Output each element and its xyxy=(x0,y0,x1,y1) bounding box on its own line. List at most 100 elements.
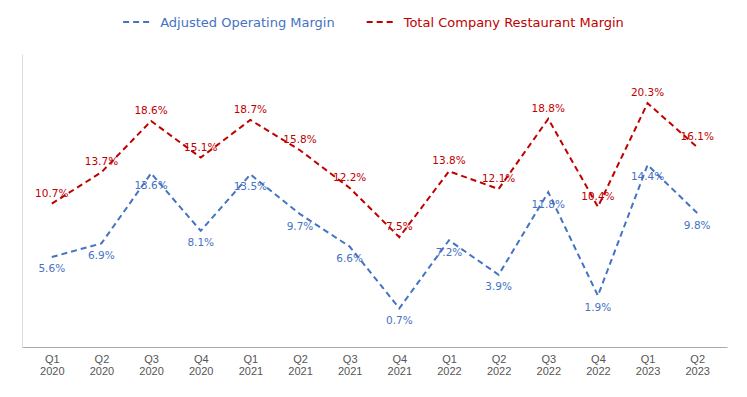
data-label: 11.8% xyxy=(532,198,565,210)
x-tick: Q42022 xyxy=(586,347,610,377)
legend-swatch xyxy=(123,21,153,23)
x-tick: Q12021 xyxy=(239,347,263,377)
x-tick-label-line: Q2 xyxy=(95,353,110,365)
x-tick-label: Q32020 xyxy=(139,353,163,378)
data-label: 5.6% xyxy=(38,262,65,274)
data-labels: 5.6% 6.9% 13.6% 8.1% 13.5% 9.7% 6.6% 0.7% 7.2% 3.… xyxy=(35,86,714,326)
x-tick-label: Q22023 xyxy=(685,353,709,378)
data-label: 18.7% xyxy=(234,103,267,115)
x-tick-label-line: 2022 xyxy=(586,365,610,377)
y-axis xyxy=(22,55,23,348)
x-tick: Q22023 xyxy=(685,347,709,377)
x-tick-label: Q12022 xyxy=(437,353,461,378)
x-tick-label-line: Q3 xyxy=(343,353,358,365)
data-label: 13.5% xyxy=(234,180,267,192)
data-label: 9.7% xyxy=(287,220,314,232)
x-tick-label-line: Q1 xyxy=(641,353,656,365)
legend-label: Adjusted Operating Margin xyxy=(160,15,335,30)
data-label: 18.8% xyxy=(532,102,565,114)
x-tick-label-line: 2021 xyxy=(288,365,312,377)
data-label: 7.2% xyxy=(436,246,463,258)
x-tick-label: Q22021 xyxy=(288,353,312,378)
x-tick-label: Q42021 xyxy=(388,353,412,378)
x-tick-label-line: Q4 xyxy=(591,353,606,365)
x-tick-label-line: 2023 xyxy=(685,365,709,377)
data-label: 6.6% xyxy=(336,252,363,264)
data-label: 1.9% xyxy=(585,301,612,313)
x-tick-label-line: Q4 xyxy=(392,353,407,365)
x-tick-label-line: Q2 xyxy=(690,353,705,365)
x-tick: Q12023 xyxy=(636,347,660,377)
data-label: 18.6% xyxy=(134,104,167,116)
data-label: 13.7% xyxy=(85,155,118,167)
x-tick-label-line: 2022 xyxy=(537,365,561,377)
data-label: 10.7% xyxy=(35,187,68,199)
x-tick-label-line: 2021 xyxy=(338,365,362,377)
x-tick-label: Q22020 xyxy=(90,353,114,378)
legend-label: Total Company Restaurant Margin xyxy=(403,15,624,30)
data-label: 8.1% xyxy=(187,236,214,248)
x-tick-label: Q12020 xyxy=(40,353,64,378)
chart: Q12020Q22020Q32020Q42020Q12021Q22021Q320… xyxy=(0,0,747,397)
x-tick-label: Q12023 xyxy=(636,353,660,378)
data-label: 10.4% xyxy=(581,190,614,202)
data-label: 7.5% xyxy=(386,220,413,232)
x-tick-label: Q42022 xyxy=(586,353,610,378)
x-tick-label-line: Q4 xyxy=(194,353,209,365)
x-tick: Q22021 xyxy=(288,347,312,377)
x-tick-label-line: 2022 xyxy=(487,365,511,377)
data-label: 16.1% xyxy=(681,130,714,142)
data-label: 15.8% xyxy=(283,133,316,145)
x-tick-label-line: 2020 xyxy=(90,365,114,377)
data-label: 0.7% xyxy=(386,314,413,326)
data-label: 12.1% xyxy=(482,172,515,184)
legend: Adjusted Operating Margin Total Company R… xyxy=(123,15,624,30)
x-tick-label: Q42020 xyxy=(189,353,213,378)
x-tick-label-line: Q2 xyxy=(293,353,308,365)
x-tick-label-line: Q1 xyxy=(244,353,259,365)
x-tick-label: Q32022 xyxy=(537,353,561,378)
x-tick: Q42020 xyxy=(189,347,213,377)
x-tick-label: Q12021 xyxy=(239,353,263,378)
x-tick: Q22022 xyxy=(487,347,511,377)
legend-item: Total Company Restaurant Margin xyxy=(367,15,624,30)
x-tick-label-line: 2021 xyxy=(239,365,263,377)
x-tick-label-line: Q1 xyxy=(45,353,60,365)
legend-item: Adjusted Operating Margin xyxy=(123,15,335,30)
data-label: 13.6% xyxy=(134,179,167,191)
data-label: 6.9% xyxy=(88,249,115,261)
x-tick: Q32022 xyxy=(537,347,561,377)
x-tick-label-line: 2020 xyxy=(189,365,213,377)
data-label: 15.1% xyxy=(184,141,217,153)
x-tick-label-line: Q2 xyxy=(492,353,507,365)
x-tick: Q42021 xyxy=(388,347,412,377)
data-label: 13.8% xyxy=(432,154,465,166)
x-tick-label-line: Q3 xyxy=(144,353,159,365)
x-axis: Q12020Q22020Q32020Q42020Q12021Q22021Q320… xyxy=(23,347,728,377)
data-label: 9.8% xyxy=(684,219,711,231)
x-tick-label-line: 2020 xyxy=(139,365,163,377)
data-label: 3.9% xyxy=(485,280,512,292)
x-tick-label-line: 2020 xyxy=(40,365,64,377)
x-tick-label-line: Q1 xyxy=(442,353,457,365)
plot-area xyxy=(52,103,697,308)
x-tick-label: Q22022 xyxy=(487,353,511,378)
legend-swatch xyxy=(367,21,397,23)
series-line xyxy=(52,103,697,237)
series-line xyxy=(52,165,697,308)
x-tick-label-line: 2021 xyxy=(388,365,412,377)
x-tick: Q12020 xyxy=(40,347,64,377)
x-tick-label: Q32021 xyxy=(338,353,362,378)
x-tick: Q32021 xyxy=(338,347,362,377)
x-tick: Q12022 xyxy=(437,347,461,377)
x-tick: Q22020 xyxy=(90,347,114,377)
x-tick-label-line: 2023 xyxy=(636,365,660,377)
y-axis-line xyxy=(22,55,23,348)
x-tick-label-line: 2022 xyxy=(437,365,461,377)
x-tick: Q32020 xyxy=(139,347,163,377)
data-label: 12.2% xyxy=(333,171,366,183)
data-label: 20.3% xyxy=(631,86,664,98)
data-label: 14.4% xyxy=(631,170,664,182)
x-axis-line xyxy=(23,347,728,348)
x-tick-label-line: Q3 xyxy=(541,353,556,365)
